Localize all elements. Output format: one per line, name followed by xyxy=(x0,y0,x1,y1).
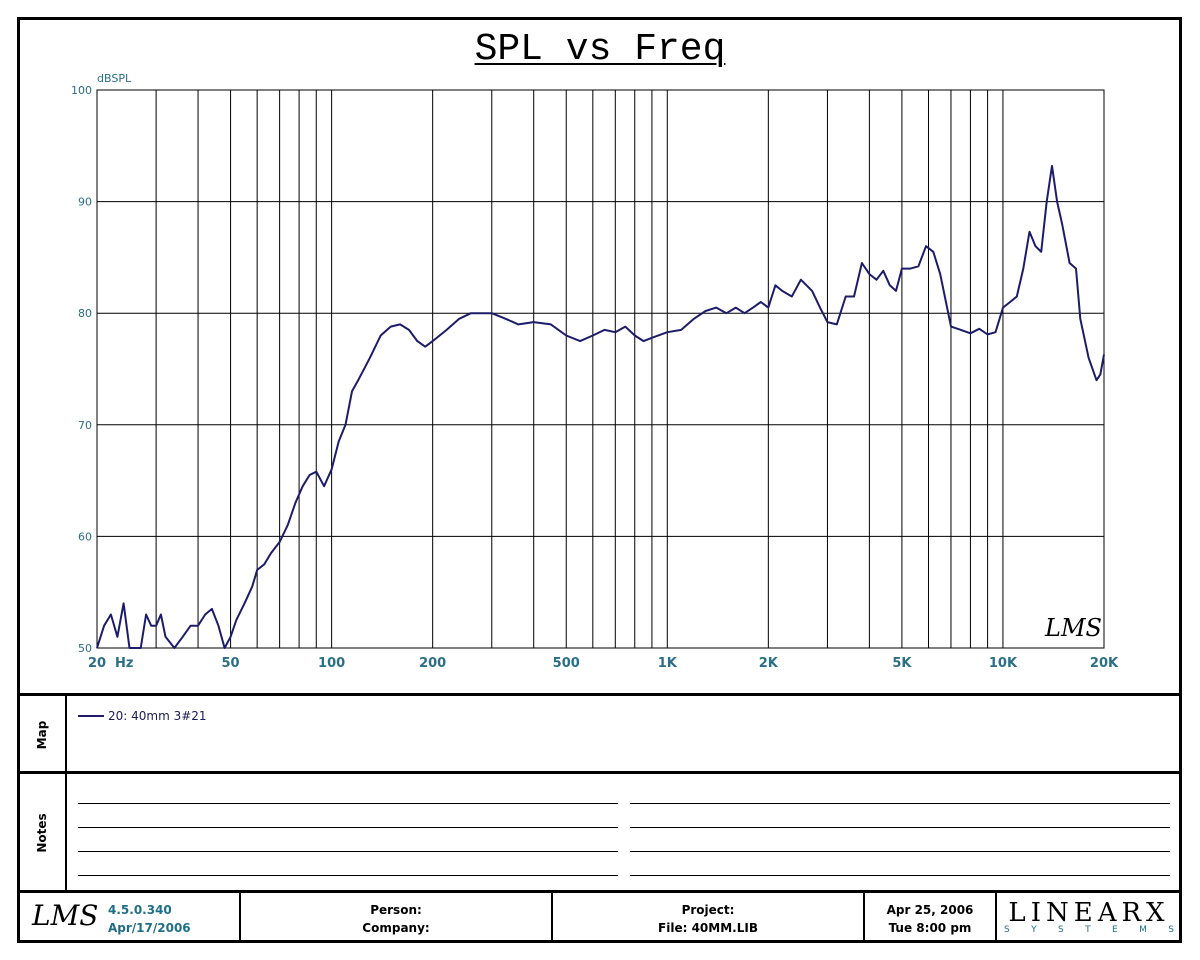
legend-entry: 20: 40mm 3#21 xyxy=(108,709,207,723)
systems-letter: M xyxy=(1139,925,1147,935)
x-tick-labels: 20 50 100 200 500 1K 2K 5K 10K 20K xyxy=(88,656,1119,671)
systems-letter: E xyxy=(1112,925,1118,935)
x-tick-label: 2K xyxy=(759,656,779,671)
footer-divider xyxy=(863,892,865,942)
person-label: Person: xyxy=(370,903,422,917)
x-unit-label: Hz xyxy=(115,656,133,671)
x-tick-label: 5K xyxy=(892,656,912,671)
x-tick-label: 100 xyxy=(318,656,345,671)
label-column-divider xyxy=(65,694,67,891)
x-tick-label: 200 xyxy=(419,656,446,671)
footer-divider xyxy=(551,892,553,942)
lms-logo: LMS xyxy=(32,899,99,932)
divider-notes-footer xyxy=(17,890,1182,893)
x-tick-label: 20K xyxy=(1090,656,1119,671)
systems-letter: S xyxy=(1058,925,1064,935)
chart-title: SPL vs Freq xyxy=(474,28,726,71)
project-label: Project: xyxy=(681,903,735,917)
note-line[interactable] xyxy=(630,827,1170,828)
series-group xyxy=(96,164,1105,649)
company-label: Company: xyxy=(362,921,430,935)
note-line[interactable] xyxy=(630,875,1170,876)
linearx-logo: LINEARX xyxy=(1008,898,1170,928)
x-gridlines xyxy=(96,90,1105,648)
systems-letter: S xyxy=(1168,925,1174,935)
y-axis-label: dBSPL xyxy=(97,72,132,85)
note-line[interactable] xyxy=(78,851,618,852)
x-tick-label: 10K xyxy=(989,656,1018,671)
footer-divider xyxy=(995,892,997,942)
systems-letter: Y xyxy=(1031,925,1037,935)
note-line[interactable] xyxy=(78,827,618,828)
x-tick-label: 500 xyxy=(553,656,580,671)
lms-watermark-logo: LMS xyxy=(1044,614,1102,642)
y-tick-label: 100 xyxy=(71,84,92,97)
report-time: Tue 8:00 pm xyxy=(888,921,972,935)
y-tick-label: 90 xyxy=(78,196,92,209)
plot-border xyxy=(96,89,1105,649)
series-line xyxy=(96,164,1105,649)
systems-letter: S xyxy=(1004,925,1010,935)
y-tick-label: 60 xyxy=(78,530,92,543)
file-label: File: 40MM.LIB xyxy=(658,921,758,935)
legend: 20: 40mm 3#21 xyxy=(78,709,207,723)
divider-map-notes xyxy=(17,771,1182,774)
note-line[interactable] xyxy=(78,875,618,876)
x-tick-label: 50 xyxy=(222,656,240,671)
systems-letter: T xyxy=(1085,925,1091,935)
notes-label: Notes xyxy=(35,813,49,853)
divider-chart-map xyxy=(17,693,1182,696)
page-frame xyxy=(17,17,1182,943)
map-label: Map xyxy=(35,720,49,750)
x-tick-label: 1K xyxy=(658,656,678,671)
y-tick-label: 70 xyxy=(78,419,92,432)
version: 4.5.0.340 xyxy=(108,903,172,917)
y-tick-label: 50 xyxy=(78,642,92,655)
y-tick-label: 80 xyxy=(78,307,92,320)
report-date: Apr 25, 2006 xyxy=(886,903,974,917)
note-line[interactable] xyxy=(78,803,618,804)
note-line[interactable] xyxy=(630,803,1170,804)
note-line[interactable] xyxy=(630,851,1170,852)
y-tick-labels: 50 60 70 80 90 100 xyxy=(71,84,92,655)
y-gridlines xyxy=(97,89,1104,649)
x-tick-label: 20 xyxy=(88,656,106,671)
legend-swatch xyxy=(78,715,104,717)
version-date: Apr/17/2006 xyxy=(108,921,191,935)
footer-divider xyxy=(239,892,241,942)
